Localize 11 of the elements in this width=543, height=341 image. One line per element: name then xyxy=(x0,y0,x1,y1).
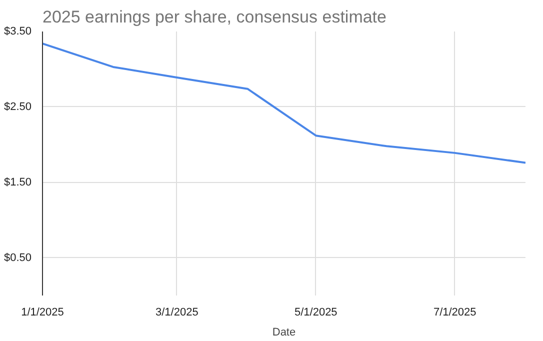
chart-title: 2025 earnings per share, consensus estimate xyxy=(42,8,386,26)
x-tick-label: 5/1/2025 xyxy=(294,306,338,318)
y-tick-label: $3.50 xyxy=(4,26,32,38)
y-tick-label: $1.50 xyxy=(4,176,32,188)
y-tick-label: $0.50 xyxy=(4,252,32,264)
x-tick-label: 7/1/2025 xyxy=(433,306,476,318)
x-axis-title: Date xyxy=(272,326,296,338)
line-series xyxy=(42,42,526,164)
x-tick-label: 1/1/2025 xyxy=(21,306,64,318)
y-tick-label: $2.50 xyxy=(4,100,32,113)
x-tick-label: 3/1/2025 xyxy=(156,306,198,318)
